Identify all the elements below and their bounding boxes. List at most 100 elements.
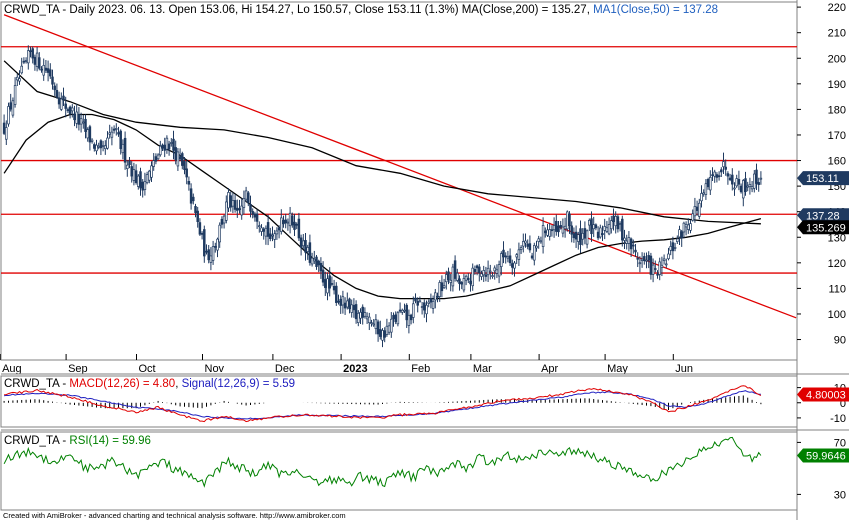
candle xyxy=(381,328,384,348)
candle xyxy=(526,239,529,250)
candle-body xyxy=(559,225,562,228)
candle-body xyxy=(390,318,393,333)
candle xyxy=(29,46,32,58)
candle xyxy=(211,240,215,265)
candle-body xyxy=(288,212,292,227)
candle-body xyxy=(407,314,411,326)
candle xyxy=(365,312,369,324)
candle xyxy=(401,308,404,315)
price-tick-3: 120 xyxy=(828,258,846,270)
candle-body xyxy=(9,102,12,110)
candle xyxy=(313,250,316,264)
candle xyxy=(482,265,485,282)
candle-body xyxy=(590,218,593,235)
candle-body xyxy=(592,224,595,230)
candle xyxy=(434,288,437,309)
candle-body xyxy=(660,264,664,268)
candle xyxy=(148,169,151,184)
candle-body xyxy=(236,207,239,211)
candle-body xyxy=(260,227,263,232)
candle xyxy=(555,214,558,236)
candle-body xyxy=(689,223,692,231)
candle xyxy=(638,256,642,273)
candle-body xyxy=(416,301,419,306)
month-label-0: Aug xyxy=(2,363,22,375)
candle xyxy=(390,312,393,338)
candle xyxy=(671,236,675,260)
candle xyxy=(328,267,331,297)
candle-body xyxy=(493,267,496,272)
candle-body xyxy=(676,238,679,242)
candle xyxy=(55,83,59,99)
candle xyxy=(632,239,635,254)
candle-body xyxy=(68,106,72,115)
ma50-price-label-text: 137.28 xyxy=(806,210,840,222)
candle-body xyxy=(755,169,758,184)
candle xyxy=(570,221,573,243)
candle-body xyxy=(508,255,512,264)
candle xyxy=(379,320,382,340)
candle xyxy=(163,137,166,158)
candle-body xyxy=(218,224,221,243)
candle xyxy=(104,140,107,155)
candle xyxy=(559,220,562,230)
candle-body xyxy=(458,278,461,284)
candle-body xyxy=(117,132,120,135)
candle-body xyxy=(46,68,50,73)
candle-body xyxy=(84,118,87,132)
candle xyxy=(603,218,606,240)
candle xyxy=(97,142,100,150)
candle xyxy=(735,174,738,188)
candle xyxy=(495,264,499,279)
candle xyxy=(203,225,206,263)
candle-body xyxy=(427,301,430,304)
title-ma50: MA1(Close,50) = 137.28 xyxy=(593,4,718,16)
candle-body xyxy=(563,225,567,230)
candle-body xyxy=(20,65,23,74)
candle-body xyxy=(583,228,587,239)
price-tick-1: 100 xyxy=(828,309,846,321)
candle xyxy=(339,295,342,314)
candle-body xyxy=(645,259,648,262)
candle-body xyxy=(614,216,617,227)
candle xyxy=(706,177,710,190)
candle xyxy=(176,148,180,171)
candle xyxy=(18,70,21,85)
candle-body xyxy=(326,278,329,294)
candle-body xyxy=(394,314,397,323)
candle-body xyxy=(207,249,210,261)
candle-body xyxy=(665,263,668,266)
candle xyxy=(57,91,61,109)
candle-body xyxy=(121,143,125,154)
candle xyxy=(152,153,155,171)
month-label-8: Apr xyxy=(541,363,558,375)
candle-body xyxy=(5,127,8,140)
candle-body xyxy=(187,181,191,185)
candle-body xyxy=(693,206,697,217)
candle xyxy=(548,222,551,241)
candle-body xyxy=(22,60,26,63)
candle-body xyxy=(612,215,615,223)
candle-body xyxy=(53,85,56,91)
candle-body xyxy=(711,174,714,177)
macd-title-macd: MACD(12,26) = 4.80 xyxy=(69,378,175,390)
price-tick-8: 170 xyxy=(828,130,846,142)
candle-body xyxy=(722,161,725,168)
candle xyxy=(660,256,664,277)
candle xyxy=(693,197,697,223)
candle-body xyxy=(220,218,224,225)
candle-body xyxy=(387,325,391,333)
price-tick-13: 220 xyxy=(828,2,846,14)
candle-body xyxy=(757,182,760,185)
candle-body xyxy=(33,56,37,65)
candle-body xyxy=(709,176,712,191)
candle xyxy=(343,297,347,315)
candle xyxy=(500,251,503,276)
candle-body xyxy=(321,269,325,283)
candle-body xyxy=(194,206,197,214)
candle xyxy=(519,245,523,254)
candle-body xyxy=(368,316,371,324)
candle xyxy=(469,273,472,292)
candle-body xyxy=(119,130,122,149)
candle-body xyxy=(702,192,705,195)
